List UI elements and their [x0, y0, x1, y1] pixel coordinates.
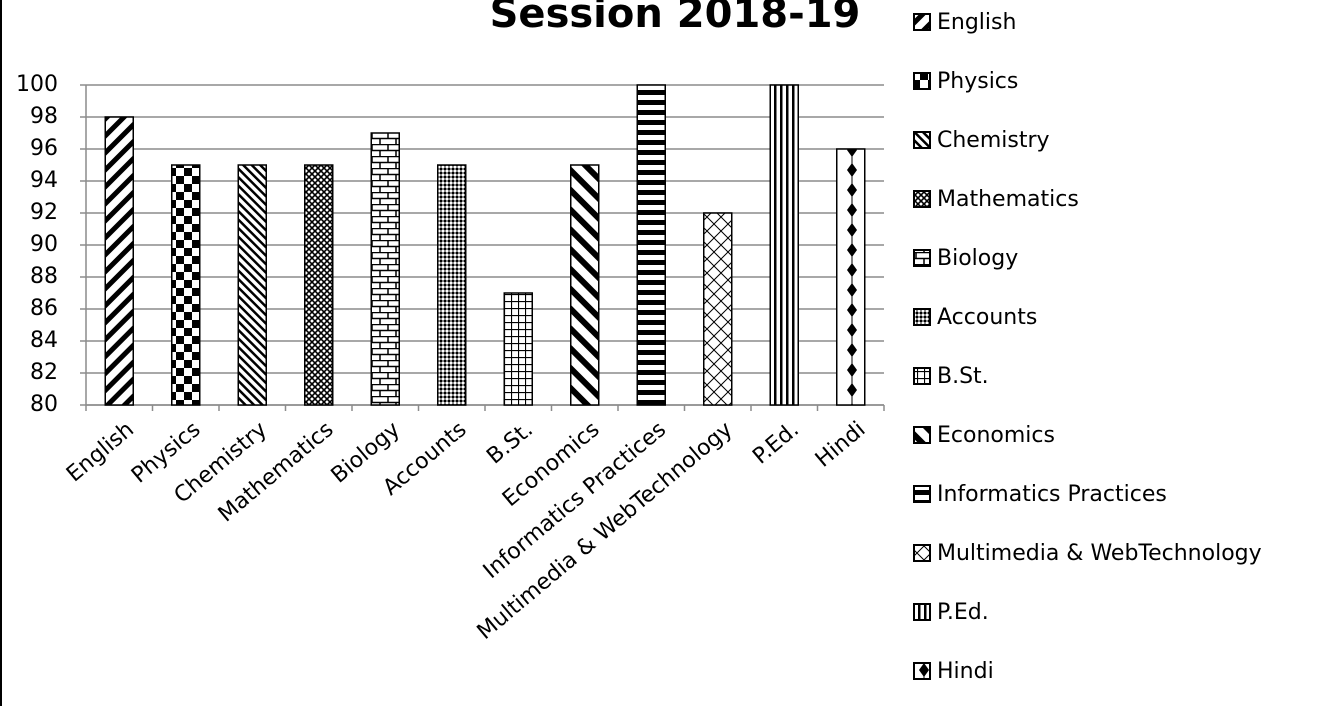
y-tick-label: 82: [30, 360, 58, 385]
y-tick-label: 84: [30, 328, 58, 353]
x-tick-label: Mathematics: [214, 417, 339, 527]
y-tick-label: 80: [30, 392, 58, 417]
bar: [504, 293, 532, 405]
y-tick-label: 94: [30, 168, 58, 193]
bar: [238, 165, 266, 405]
legend-label: P.Ed.: [937, 600, 989, 625]
y-tick-label: 100: [16, 72, 58, 97]
y-tick-label: 98: [30, 104, 58, 129]
bar: [371, 133, 399, 405]
legend-swatch: [914, 191, 930, 207]
legend-swatch: [914, 663, 930, 679]
legend-swatch: [914, 250, 930, 266]
legend-label: Accounts: [937, 305, 1037, 330]
legend-label: Mathematics: [937, 187, 1079, 212]
chart: Session 2018-19 80 82 84 86 88 90 92 94 96 98 100 E…: [0, 0, 1317, 706]
legend-label: B.St.: [937, 364, 989, 389]
bar: [172, 165, 200, 405]
y-tick-label: 96: [30, 136, 58, 161]
y-tick-label: 86: [30, 296, 58, 321]
chart-title: Session 2018-19: [490, 0, 861, 37]
legend-swatch: [914, 14, 930, 30]
x-tick-label: English: [62, 417, 139, 487]
legend-swatch: [914, 73, 930, 89]
bar: [770, 85, 798, 405]
legend-swatch: [914, 604, 930, 620]
legend-swatch: [914, 486, 930, 502]
bar: [571, 165, 599, 405]
legend-swatch: [914, 427, 930, 443]
bar: [637, 85, 665, 405]
x-tick-label: B.St.: [482, 417, 538, 469]
x-tick-label: Hindi: [811, 417, 870, 473]
y-tick-label: 88: [30, 264, 58, 289]
legend-swatch: [914, 309, 930, 325]
bar: [305, 165, 333, 405]
legend-label: Multimedia & WebTechnology: [937, 541, 1262, 566]
bar: [105, 117, 133, 405]
y-tick-label: 92: [30, 200, 58, 225]
bar: [704, 213, 732, 405]
x-tick-label: P.Ed.: [748, 417, 804, 469]
legend-label: Chemistry: [937, 128, 1050, 153]
legend-label: English: [937, 10, 1016, 35]
legend-label: Physics: [937, 69, 1018, 94]
legend-label: Biology: [937, 246, 1018, 271]
legend-swatch: [914, 368, 930, 384]
legend-label: Hindi: [937, 659, 994, 684]
legend-swatch: [914, 545, 930, 561]
legend-swatch: [914, 132, 930, 148]
legend-label: Informatics Practices: [937, 482, 1167, 507]
legend-label: Economics: [937, 423, 1055, 448]
bar: [837, 149, 865, 405]
bar: [438, 165, 466, 405]
y-tick-label: 90: [30, 232, 58, 257]
